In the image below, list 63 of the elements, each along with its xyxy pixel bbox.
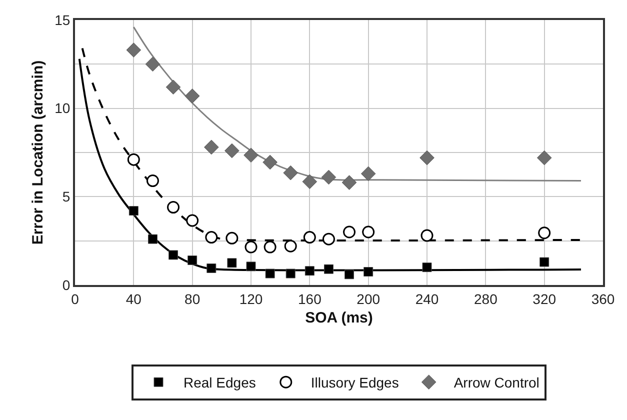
point [146,174,159,188]
point [321,170,336,185]
legend-label: Arrow Control [454,374,540,391]
point [168,250,178,260]
point [244,240,258,254]
point [262,154,278,170]
point [283,165,298,180]
point [264,240,276,254]
x-tick-label: 200 [356,290,380,307]
point [206,263,216,273]
x-tick-label: 360 [591,290,615,307]
point [362,226,375,238]
point [205,231,218,244]
x-axis-title: SOA (ms) [305,309,373,326]
point [148,234,158,244]
point [246,262,256,272]
x-tick-label: 120 [239,290,263,307]
point [536,150,552,166]
y-axis-title: Error in Location (arcmin) [29,60,46,245]
y-tick-label: 10 [54,100,70,116]
x-tick-label: 40 [126,290,142,307]
legend-label: Illusory Edges [310,374,399,391]
point [186,214,199,227]
point [304,266,314,276]
point [538,226,551,240]
point [127,153,140,166]
point [188,256,198,266]
point [420,150,434,166]
point [224,143,240,158]
point [360,166,376,182]
point [145,56,160,72]
x-tick-label: 80 [184,290,200,307]
point [166,80,181,95]
point [322,232,335,246]
point [420,229,434,242]
point [128,206,138,216]
point [303,231,316,244]
point [244,148,258,163]
point [286,268,296,278]
point [324,264,334,274]
x-tick-label: 160 [298,290,322,307]
y-tick-label: 5 [62,188,70,205]
y-tick-label: 0 [62,276,70,293]
point [364,267,374,276]
point [540,257,550,267]
point [204,140,219,155]
x-tick-label: 280 [474,290,498,307]
point [422,262,432,272]
point [302,174,318,190]
x-tick-label: 240 [415,290,439,307]
point [226,232,238,244]
point [167,201,180,214]
point [284,240,297,252]
point [344,270,354,280]
point [227,258,237,268]
point [343,226,356,238]
point [265,268,275,278]
point [126,42,142,58]
x-tick-label: 320 [532,290,556,307]
point [342,175,357,190]
y-tick-label: 15 [54,12,70,28]
point [184,88,200,104]
legend-label: Real Edges [184,374,256,391]
